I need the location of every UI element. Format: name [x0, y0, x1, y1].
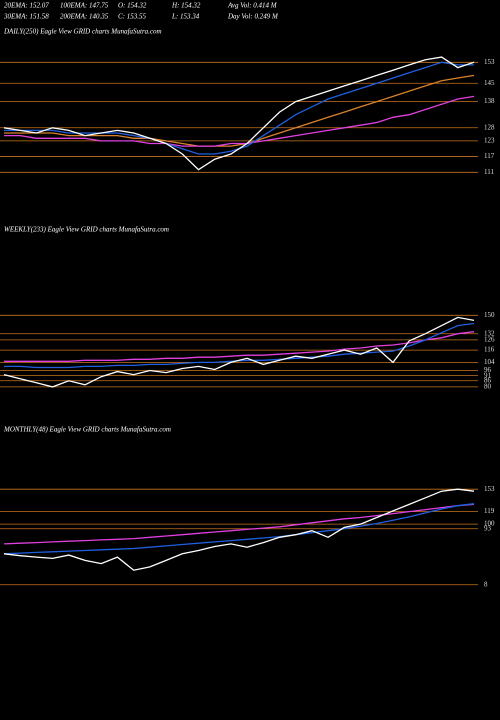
series-line [3, 316, 475, 388]
y-tick-label: 104 [484, 358, 495, 366]
series-line [3, 56, 475, 171]
y-tick-label: 86 [484, 376, 492, 384]
series-line [4, 95, 475, 147]
header-stat: 200EMA: 140.35 [60, 13, 109, 21]
y-tick-label: 132 [484, 329, 495, 337]
header-stat: Day Vol: 0.249 M [227, 13, 279, 21]
header-stat: 100EMA: 147.75 [60, 2, 109, 10]
panel-title: WEEKLY(233) Eagle View GRID charts Munaf… [4, 226, 169, 234]
y-tick-label: 8 [484, 580, 488, 588]
y-tick-label: 100 [484, 520, 495, 528]
y-tick-label: 128 [484, 123, 495, 131]
series-line [4, 61, 474, 155]
y-tick-label: 126 [484, 335, 495, 343]
y-tick-label: 111 [484, 168, 494, 176]
header-stat: Avg Vol: 0.414 M [227, 2, 278, 10]
header-stat: 30EMA: 151.58 [3, 13, 49, 21]
y-tick-label: 123 [484, 136, 495, 144]
y-tick-label: 117 [484, 152, 495, 160]
header-stat: H: 154.32 [171, 2, 201, 10]
header-stat: C: 153.55 [118, 13, 147, 21]
y-tick-label: 116 [484, 346, 495, 354]
y-tick-label: 150 [484, 311, 495, 319]
panel-title: MONTHLY(48) Eagle View GRID charts Munaf… [3, 426, 171, 434]
y-tick-label: 153 [484, 485, 495, 493]
y-tick-label: 80 [484, 382, 492, 390]
header-stat: 20EMA: 152.07 [4, 2, 49, 10]
series-line [4, 74, 475, 147]
y-tick-label: 145 [484, 79, 495, 87]
y-tick-label: 138 [484, 97, 495, 105]
series-line [3, 503, 475, 545]
series-line [4, 331, 475, 362]
y-tick-label: 91 [484, 371, 492, 379]
y-tick-label: 153 [484, 58, 495, 66]
y-tick-label: 119 [484, 507, 495, 515]
y-tick-label: 93 [484, 524, 492, 532]
series-line [3, 503, 475, 555]
header-stat: O: 154.32 [118, 2, 147, 10]
panel-title: DAILY(250) Eagle View GRID charts Munafa… [3, 28, 162, 36]
y-tick-label: 96 [484, 366, 492, 374]
series-line [3, 488, 475, 571]
header-stat: L: 153.34 [171, 13, 200, 21]
